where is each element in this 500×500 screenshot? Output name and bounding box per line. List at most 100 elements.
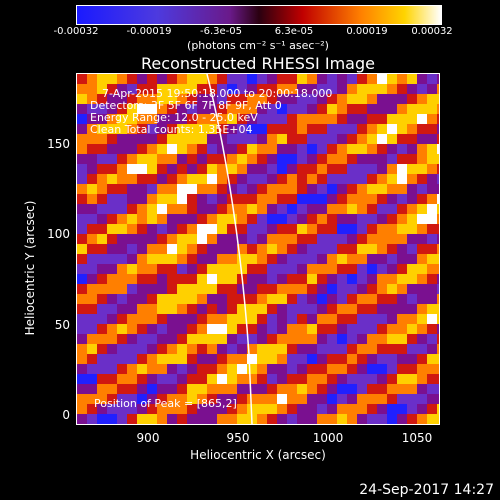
image-pixel [277,294,287,304]
image-pixel [137,164,147,174]
image-pixel [437,74,439,84]
image-pixel [227,124,237,134]
image-pixel [207,294,217,304]
image-pixel [427,374,437,384]
image-pixel [347,224,357,234]
image-pixel [337,154,347,164]
image-pixel [177,264,187,274]
image-pixel [327,194,337,204]
time-range-annotation: 7-Apr-2015 19:50:18.000 to 20:00:18.000 [102,87,333,100]
image-pixel [127,364,137,374]
image-pixel [177,374,187,384]
image-pixel [367,274,377,284]
image-pixel [217,304,227,314]
image-pixel [327,324,337,334]
image-pixel [387,154,397,164]
image-pixel [87,384,97,394]
image-pixel [297,394,307,404]
image-pixel [357,384,367,394]
image-pixel [177,144,187,154]
image-pixel [167,314,177,324]
image-pixel [177,134,187,144]
image-pixel [197,94,207,104]
image-pixel [177,384,187,394]
image-pixel [267,324,277,334]
image-pixel [317,304,327,314]
image-pixel [317,394,327,404]
image-pixel [267,274,277,284]
image-pixel [247,154,257,164]
image-pixel [157,374,167,384]
image-pixel [77,414,87,424]
image-pixel [297,334,307,344]
image-pixel [407,234,417,244]
image-pixel [237,134,247,144]
image-pixel [87,294,97,304]
image-pixel [87,84,97,94]
image-pixel [417,224,427,234]
image-pixel [257,134,267,144]
image-pixel [147,204,157,214]
image-pixel [337,254,347,264]
image-pixel [307,404,317,414]
image-pixel [267,154,277,164]
image-pixel [147,224,157,234]
energy-annotation: Energy Range: 12.0 - 25.0 keV [90,111,258,124]
image-pixel [437,304,439,314]
image-pixel [327,374,337,384]
image-pixel [427,144,437,154]
image-pixel [357,174,367,184]
image-pixel [97,134,107,144]
image-pixel [207,94,217,104]
image-pixel [237,364,247,374]
image-pixel [137,184,147,194]
image-pixel [247,184,257,194]
image-pixel [357,334,367,344]
image-pixel [127,394,137,404]
image-pixel [277,304,287,314]
image-pixel [177,274,187,284]
image-pixel [287,384,297,394]
image-pixel [147,274,157,284]
image-pixel [267,114,277,124]
image-pixel [127,194,137,204]
image-pixel [257,394,267,404]
image-pixel [197,204,207,214]
image-pixel [277,74,287,84]
image-pixel [247,204,257,214]
image-pixel [257,354,267,364]
image-pixel [177,214,187,224]
image-pixel [437,214,439,224]
image-pixel [107,224,117,234]
image-pixel [197,274,207,284]
image-pixel [337,404,347,414]
image-pixel [337,394,347,404]
image-pixel [257,414,267,424]
image-pixel [117,214,127,224]
image-pixel [267,404,277,414]
image-pixel [97,84,107,94]
image-pixel [187,224,197,234]
image-pixel [417,294,427,304]
image-pixel [247,394,257,404]
image-pixel [247,194,257,204]
x-tick-label: 900 [136,431,160,445]
image-pixel [357,114,367,124]
image-pixel [387,204,397,214]
image-pixel [247,164,257,174]
image-pixel [127,404,137,414]
image-pixel [167,164,177,174]
image-pixel [117,104,127,114]
image-pixel [237,124,247,134]
image-pixel [277,394,287,404]
image-pixel [237,324,247,334]
image-pixel [197,254,207,264]
image-pixel [77,94,87,104]
image-pixel [297,294,307,304]
image-pixel [327,364,337,374]
image-pixel [177,94,187,104]
image-pixel [287,134,297,144]
image-pixel [167,344,177,354]
image-pixel [317,184,327,194]
image-pixel [177,154,187,164]
